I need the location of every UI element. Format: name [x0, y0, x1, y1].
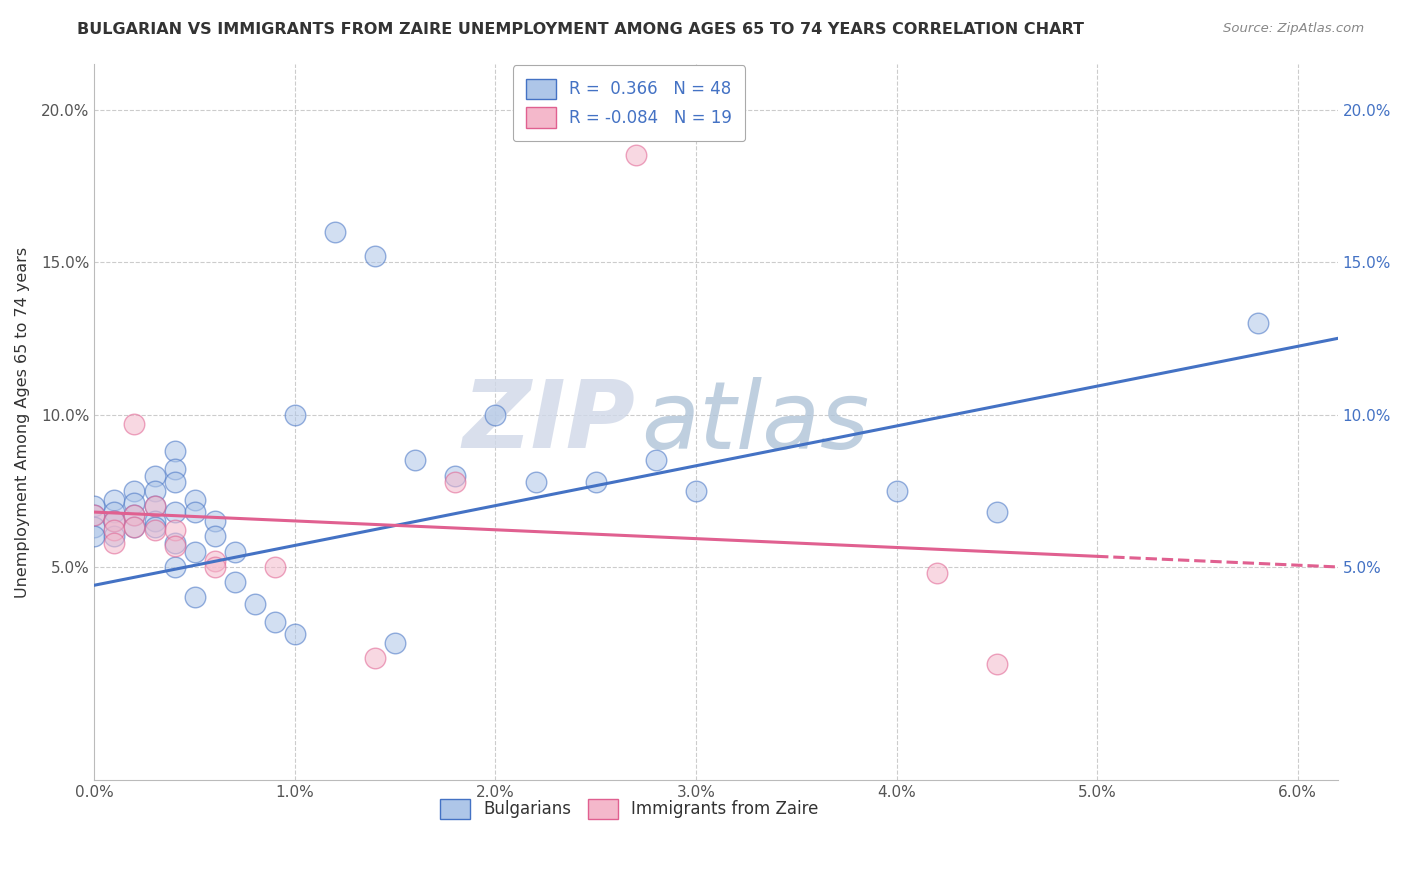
Point: [224, 545, 246, 559]
Point: [204, 514, 226, 528]
Point: [103, 492, 125, 507]
Point: [124, 520, 146, 534]
Point: [83, 520, 105, 534]
Point: [183, 505, 205, 519]
Point: [204, 554, 226, 568]
Point: [183, 492, 205, 507]
Point: [224, 575, 246, 590]
Point: [263, 560, 285, 574]
Point: [444, 468, 467, 483]
Point: [986, 657, 1008, 672]
Point: [143, 514, 166, 528]
Point: [404, 453, 426, 467]
Point: [103, 529, 125, 543]
Point: [143, 499, 166, 513]
Point: [644, 453, 666, 467]
Point: [986, 505, 1008, 519]
Y-axis label: Unemployment Among Ages 65 to 74 years: Unemployment Among Ages 65 to 74 years: [15, 246, 30, 598]
Point: [585, 475, 607, 489]
Point: [103, 514, 125, 528]
Point: [1246, 316, 1268, 330]
Text: BULGARIAN VS IMMIGRANTS FROM ZAIRE UNEMPLOYMENT AMONG AGES 65 TO 74 YEARS CORREL: BULGARIAN VS IMMIGRANTS FROM ZAIRE UNEMP…: [77, 22, 1084, 37]
Point: [83, 529, 105, 543]
Point: [364, 249, 387, 263]
Point: [124, 417, 146, 431]
Point: [103, 524, 125, 538]
Point: [124, 520, 146, 534]
Point: [143, 468, 166, 483]
Point: [124, 508, 146, 523]
Point: [103, 535, 125, 549]
Text: ZIP: ZIP: [463, 376, 636, 468]
Point: [143, 524, 166, 538]
Point: [103, 514, 125, 528]
Point: [886, 483, 908, 498]
Point: [524, 475, 547, 489]
Point: [163, 444, 186, 458]
Point: [925, 566, 948, 580]
Point: [143, 520, 166, 534]
Point: [163, 535, 186, 549]
Point: [83, 508, 105, 523]
Point: [284, 627, 307, 641]
Point: [163, 539, 186, 553]
Point: [83, 508, 105, 523]
Point: [384, 636, 406, 650]
Point: [284, 408, 307, 422]
Text: atlas: atlas: [641, 376, 870, 467]
Point: [323, 225, 346, 239]
Point: [124, 483, 146, 498]
Point: [183, 591, 205, 605]
Point: [163, 524, 186, 538]
Point: [163, 462, 186, 476]
Point: [484, 408, 506, 422]
Point: [624, 148, 647, 162]
Point: [103, 505, 125, 519]
Point: [163, 475, 186, 489]
Point: [124, 508, 146, 523]
Point: [243, 597, 266, 611]
Point: [124, 496, 146, 510]
Point: [143, 499, 166, 513]
Legend: Bulgarians, Immigrants from Zaire: Bulgarians, Immigrants from Zaire: [433, 792, 825, 826]
Point: [143, 483, 166, 498]
Text: Source: ZipAtlas.com: Source: ZipAtlas.com: [1223, 22, 1364, 36]
Point: [364, 651, 387, 665]
Point: [263, 615, 285, 629]
Point: [204, 560, 226, 574]
Point: [83, 499, 105, 513]
Point: [204, 529, 226, 543]
Point: [685, 483, 707, 498]
Point: [163, 505, 186, 519]
Point: [444, 475, 467, 489]
Point: [163, 560, 186, 574]
Point: [183, 545, 205, 559]
